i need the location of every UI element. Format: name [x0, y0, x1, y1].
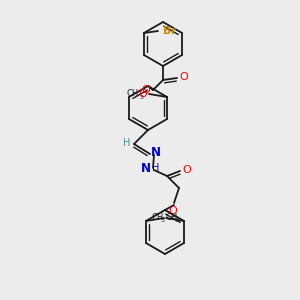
Text: H: H	[123, 138, 130, 148]
Text: N: N	[141, 161, 151, 175]
Text: H: H	[152, 163, 159, 173]
Text: O: O	[179, 72, 188, 82]
Text: CH: CH	[127, 89, 139, 98]
Text: O: O	[169, 206, 177, 216]
Text: O: O	[138, 89, 147, 99]
Text: Br: Br	[163, 26, 176, 36]
Text: 3: 3	[140, 95, 144, 100]
Text: O: O	[182, 165, 191, 175]
Text: CH: CH	[152, 212, 164, 221]
Text: CH: CH	[166, 212, 178, 221]
Text: N: N	[151, 146, 161, 160]
Text: 3: 3	[174, 218, 178, 223]
Text: O: O	[142, 85, 150, 95]
Text: 3: 3	[160, 218, 165, 223]
